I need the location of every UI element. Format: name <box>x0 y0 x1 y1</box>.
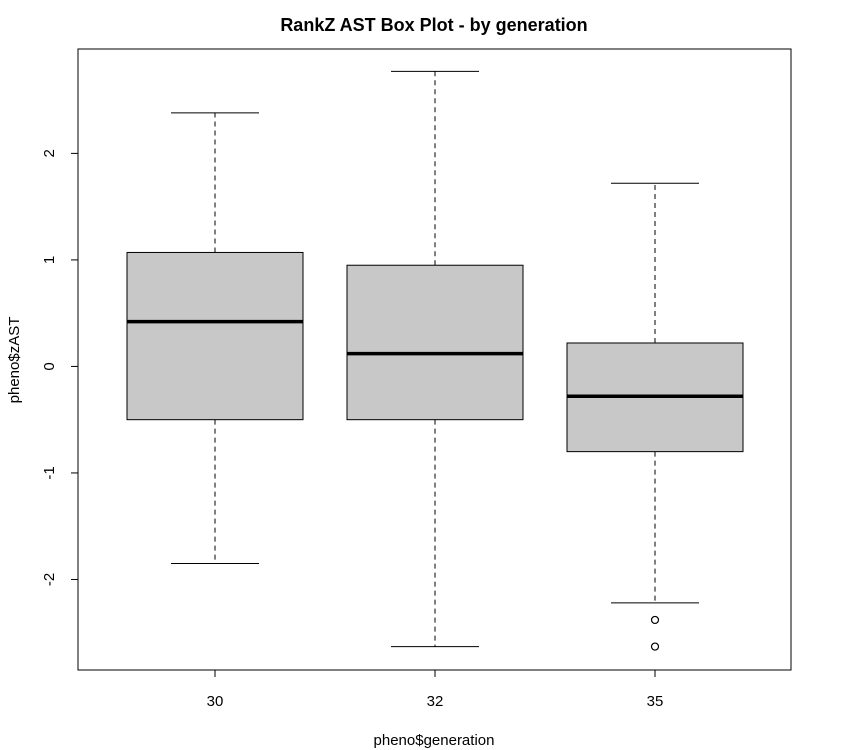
x-tick-label-30: 30 <box>207 693 224 710</box>
y-tick-label-1: -1 <box>41 466 58 479</box>
x-tick-label-32: 32 <box>427 693 444 710</box>
y-tick-label-4: 2 <box>41 149 58 157</box>
x-axis: 30 32 35 <box>207 669 664 710</box>
y-tick-label-2: 0 <box>41 362 58 370</box>
x-axis-label: pheno$generation <box>374 732 495 749</box>
box-30 <box>126 251 304 421</box>
y-axis-label: pheno$zAST <box>6 317 23 404</box>
box-32 <box>346 264 524 421</box>
x-tick-label-35: 35 <box>647 693 664 710</box>
box-group <box>126 70 744 651</box>
y-tick-label-0: -2 <box>41 573 58 586</box>
outlier-point-35-1 <box>650 615 660 625</box>
chart-title: RankZ AST Box Plot - by generation <box>280 15 587 35</box>
outlier-point-35-2 <box>650 642 660 651</box>
y-tick-label-3: 1 <box>41 256 58 264</box>
y-axis: -2 -1 0 1 2 <box>41 149 79 586</box>
